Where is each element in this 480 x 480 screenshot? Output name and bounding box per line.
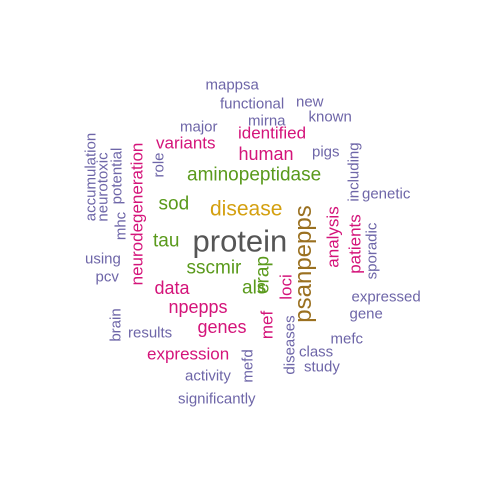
word-psanpepps: psanpepps [290,205,318,323]
word-identified: identified [238,123,307,143]
word-pcv: pcv [95,268,119,286]
word-genes: genes [197,317,247,337]
word-human: human [238,144,294,164]
word-results: results [128,324,173,342]
word-mappsa: mappsa [205,76,259,94]
word-data: data [154,278,190,298]
word-mef: mef [257,310,277,340]
word-diseases: diseases [281,315,299,375]
word-sporadic: sporadic [363,222,381,280]
word-erap: erap [252,255,274,295]
word-new: new [296,93,324,111]
word-gene: gene [349,305,383,323]
word-functional: functional [220,95,285,113]
word-mefd: mefd [239,349,257,383]
word-study: study [304,358,340,376]
word-brain: brain [107,308,125,342]
word-using: using [85,250,121,268]
word-expression: expression [147,344,230,364]
word-sscmir: sscmir [186,257,242,279]
word-mefc: mefc [330,330,364,348]
word-neurodegeneration: neurodegeneration [127,142,147,286]
word-activity: activity [185,367,231,385]
word-potential: potential [108,147,126,205]
word-tau: tau [153,230,180,252]
word-sod: sod [158,193,190,215]
word-accumulation: accumulation [82,132,100,222]
word-aminopeptidase: aminopeptidase [187,164,322,186]
word-variants: variants [156,133,216,153]
word-loci: loci [276,274,296,300]
word-known: known [308,108,352,126]
word-mhc: mhc [112,211,130,241]
word-disease: disease [210,197,283,221]
word-patients: patients [345,214,365,274]
word-including: including [345,142,363,202]
word-role: role [150,152,168,178]
word-significantly: significantly [178,390,256,408]
word-class: class [299,343,334,361]
word-pigs: pigs [312,143,340,161]
word-expressed: expressed [351,288,421,306]
word-major: major [180,118,218,136]
word-npepps: npepps [168,297,228,317]
word-als: als [242,277,267,299]
word-protein: protein [192,223,288,259]
word-mirna: mirna [248,112,286,130]
word-analysis: analysis [323,206,343,268]
word-genetic: genetic [362,185,411,203]
